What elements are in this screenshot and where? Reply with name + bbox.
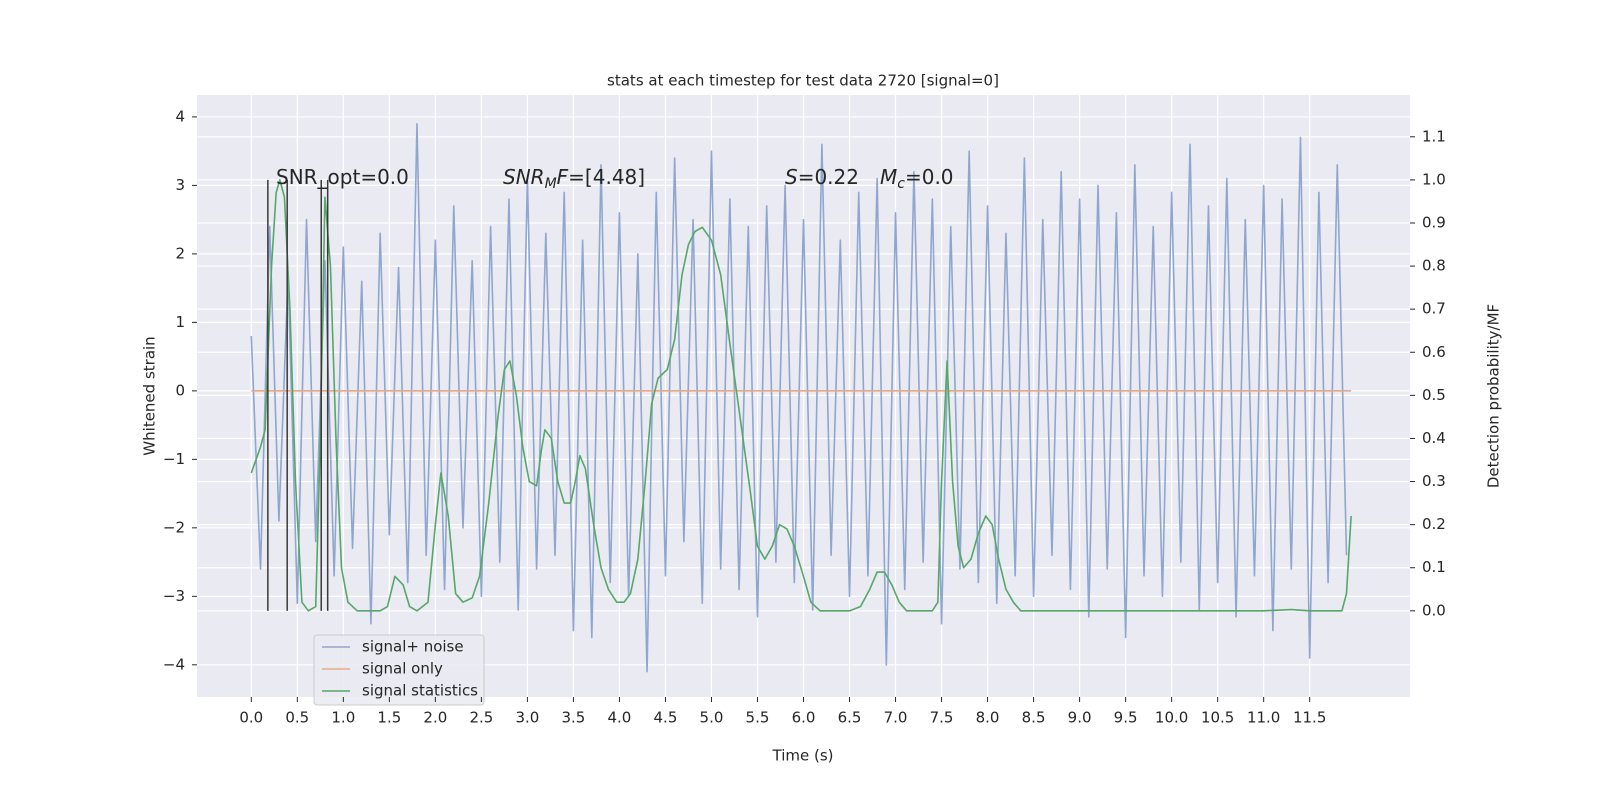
- x-tick-label: 8.0: [976, 709, 1000, 727]
- x-tick-label: 10.0: [1155, 709, 1188, 727]
- x-tick-label: 6.0: [792, 709, 816, 727]
- y-tick-label: 2: [175, 244, 185, 262]
- x-tick-label: 10.5: [1201, 709, 1234, 727]
- x-tick-label: 6.5: [838, 709, 862, 727]
- series-line: [250, 179, 1352, 612]
- x-tick-label: 1.0: [331, 709, 355, 727]
- x-tick-label: 8.5: [1022, 709, 1046, 727]
- annotation-part: =0.0: [905, 165, 954, 189]
- x-axis-label: Time (s): [772, 747, 834, 765]
- y-tick-label: −1: [163, 450, 185, 468]
- x-tick-label: 11.0: [1247, 709, 1280, 727]
- y2-tick-label: 0.9: [1422, 213, 1446, 231]
- x-tick-label: 9.5: [1114, 709, 1138, 727]
- legend-label: signal only: [362, 660, 443, 678]
- y-tick-label: 3: [175, 176, 185, 194]
- y2-tick-label: 0.0: [1422, 601, 1446, 619]
- x-tick-label: 2.0: [423, 709, 447, 727]
- y2-tick-label: 0.6: [1422, 343, 1446, 361]
- x-tick-label: 7.5: [930, 709, 954, 727]
- y2-axis-label: Detection probability/MF: [1485, 304, 1503, 488]
- y2-tick-label: 0.7: [1422, 300, 1446, 318]
- x-tick-label: 11.5: [1293, 709, 1326, 727]
- y2-tick-label: 1.0: [1422, 170, 1446, 188]
- x-tick-label: 5.0: [700, 709, 724, 727]
- x-tick-label: 4.0: [608, 709, 632, 727]
- legend-box: [313, 634, 485, 706]
- annotation: SNR_opt=0.0: [276, 165, 409, 189]
- x-tick-label: 0.5: [285, 709, 309, 727]
- y2-tick-label: 0.8: [1422, 257, 1446, 275]
- x-tick-label: 5.5: [746, 709, 770, 727]
- annotation: Mc=0.0: [880, 165, 954, 192]
- x-tick-label: 3.5: [561, 709, 585, 727]
- legend-label: signal statistics: [362, 682, 478, 700]
- annotation: SNRMF=[4.48]: [503, 165, 645, 192]
- y-tick-label: 1: [175, 313, 185, 331]
- y2-tick-label: 0.1: [1422, 558, 1446, 576]
- y2-tick-label: 0.3: [1422, 472, 1446, 490]
- x-tick-label: 9.0: [1068, 709, 1092, 727]
- y2-tick-label: 0.2: [1422, 515, 1446, 533]
- annotation-part: M: [880, 165, 897, 189]
- x-tick-label: 0.0: [239, 709, 263, 727]
- y-tick-label: −4: [163, 655, 185, 673]
- annotation-part: SNR: [503, 165, 545, 189]
- annotation-part: M: [545, 176, 557, 192]
- x-tick-label: 2.5: [469, 709, 493, 727]
- y2-tick-label: 1.1: [1422, 127, 1446, 145]
- x-tick-label: 3.0: [515, 709, 539, 727]
- y-tick-label: 0: [175, 381, 185, 399]
- y2-tick-label: 0.4: [1422, 429, 1446, 447]
- annotation-part: =0.22: [798, 165, 859, 189]
- annotation-part: c: [897, 176, 905, 192]
- y2-tick-label: 0.5: [1422, 386, 1446, 404]
- x-tick-label: 1.5: [377, 709, 401, 727]
- chart-title: stats at each timestep for test data 272…: [607, 72, 999, 90]
- y-tick-label: −2: [163, 518, 185, 536]
- y-tick-label: −3: [163, 587, 185, 605]
- annotation-part: S: [785, 165, 798, 189]
- x-tick-label: 7.0: [884, 709, 908, 727]
- series-line: [250, 122, 1348, 673]
- annotation-part: =[4.48]: [568, 165, 645, 189]
- y-axis-label: Whitened strain: [141, 336, 159, 455]
- legend-label: signal+ noise: [362, 638, 464, 656]
- annotation-part: F: [557, 165, 569, 189]
- annotation: S=0.22: [785, 165, 859, 189]
- y-tick-label: 4: [175, 107, 185, 125]
- x-tick-label: 4.5: [654, 709, 678, 727]
